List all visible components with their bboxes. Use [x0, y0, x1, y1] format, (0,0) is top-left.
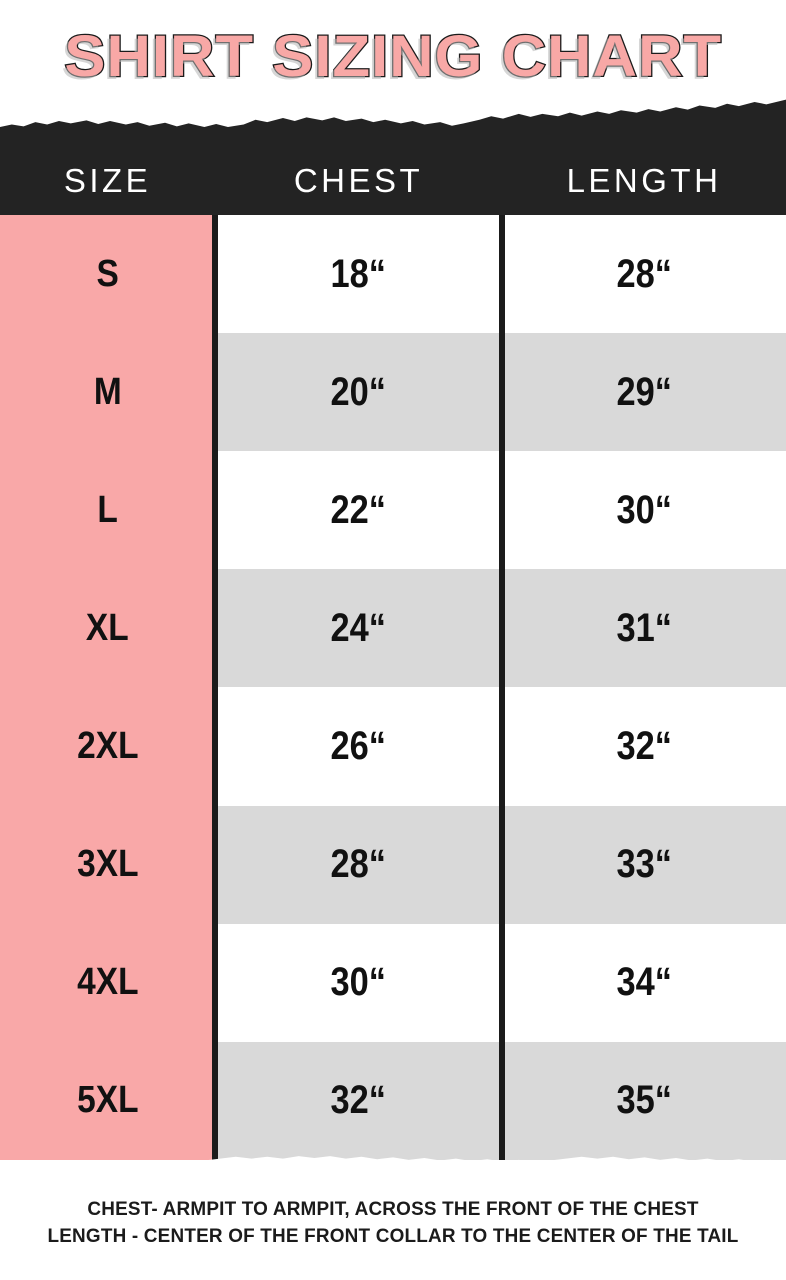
column-divider-2: [499, 215, 505, 1160]
cell-size: L: [97, 488, 118, 531]
footer-notes: CHEST- ARMPIT TO ARMPIT, ACROSS THE FRON…: [0, 1196, 786, 1250]
cell-length: 28“: [502, 215, 786, 334]
cell-size: M: [93, 370, 122, 413]
table-row: 5XL 32“ 35“: [0, 1041, 786, 1160]
table-row: S 18“ 28“: [0, 215, 786, 334]
cell-size: 3XL: [76, 843, 139, 886]
cell-chest: 32“: [215, 1041, 502, 1160]
table-row: L 22“ 30“: [0, 451, 786, 570]
column-header-size: SIZE: [63, 162, 152, 199]
cell-size: S: [96, 252, 119, 295]
table-body: S 18“ 28“ M 20“ 29“ L 22“ 30“ XL 24“ 31“…: [0, 215, 786, 1160]
page-title-wrap: SHIRT SIZING CHART: [0, 18, 786, 96]
cell-chest: 18“: [215, 215, 502, 334]
cell-size: XL: [86, 606, 129, 649]
cell-size: 2XL: [76, 724, 139, 767]
table-row: XL 24“ 31“: [0, 569, 786, 688]
cell-chest: 24“: [215, 569, 502, 688]
table-row: 4XL 30“ 34“: [0, 923, 786, 1042]
column-header-chest: CHEST: [293, 162, 424, 199]
cell-length: 34“: [502, 923, 786, 1042]
table-header-row: SIZE CHEST LENGTH: [0, 96, 786, 215]
cell-chest: 22“: [215, 451, 502, 570]
page-title: SHIRT SIZING CHART: [63, 24, 722, 89]
cell-length: 32“: [502, 687, 786, 806]
cell-length: 35“: [502, 1041, 786, 1160]
cell-length: 33“: [502, 805, 786, 924]
column-header-length: LENGTH: [566, 162, 722, 199]
cell-chest: 20“: [215, 333, 502, 452]
cell-length: 31“: [502, 569, 786, 688]
cell-chest: 30“: [215, 923, 502, 1042]
footer-line-length: LENGTH - CENTER OF THE FRONT COLLAR TO T…: [47, 1225, 739, 1247]
cell-size: 5XL: [76, 1079, 139, 1122]
footer-line-chest: CHEST- ARMPIT TO ARMPIT, ACROSS THE FRON…: [87, 1198, 699, 1220]
table-row: 2XL 26“ 32“: [0, 687, 786, 806]
table-row: 3XL 28“ 33“: [0, 805, 786, 924]
cell-chest: 28“: [215, 805, 502, 924]
cell-length: 29“: [502, 333, 786, 452]
cell-size: 4XL: [76, 961, 139, 1004]
cell-length: 30“: [502, 451, 786, 570]
size-column-background: [0, 215, 215, 1160]
table-row: M 20“ 29“: [0, 333, 786, 452]
column-divider-1: [212, 215, 218, 1160]
cell-chest: 26“: [215, 687, 502, 806]
